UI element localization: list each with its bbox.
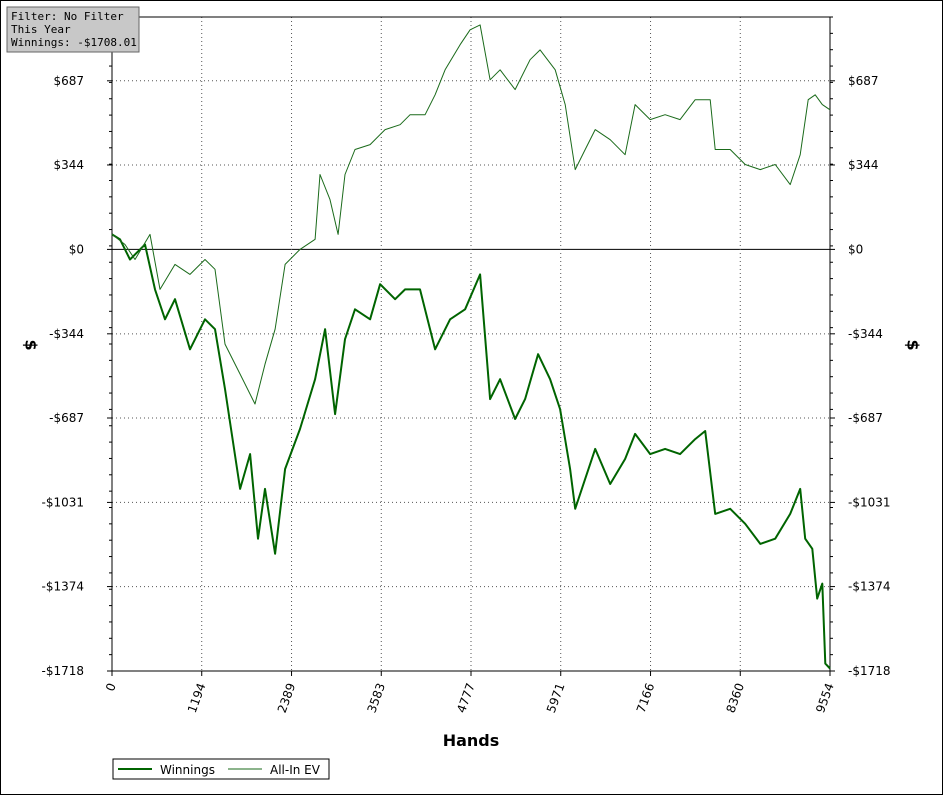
series-line [111, 24, 831, 405]
x-axis-title: Hands [443, 731, 500, 750]
y-tick-label: -$1031 [41, 495, 84, 509]
legend [112, 758, 330, 780]
info-text: Winnings: -$1708.01 [11, 36, 137, 49]
y-tick-label: -$687 [49, 411, 84, 425]
legend-items: Winnings All-In EV [118, 763, 321, 777]
x-tick-label: 0 [103, 681, 119, 693]
info-text: Filter: No Filter [11, 10, 124, 23]
series-line [111, 233, 831, 670]
y2-axis-title: $ [904, 339, 923, 350]
y2-tick-label: -$687 [848, 411, 883, 425]
y-tick-label: $687 [53, 74, 84, 88]
y-tick-label: -$1718 [41, 664, 84, 678]
plot-area: -$1718 -$1374 -$1031 -$687 -$344 $0 $344 $687 -$… [41, 16, 891, 715]
y2-tick-label: $344 [848, 158, 879, 172]
plot-border [111, 16, 831, 672]
legend-label: Winnings [160, 763, 215, 777]
y-tick-label: $344 [53, 158, 84, 172]
y-tick-label: -$1374 [41, 580, 84, 594]
y2-tick-label: $0 [848, 242, 863, 256]
y2-tick-label: -$344 [848, 327, 883, 341]
y2-tick-label: -$1374 [848, 580, 891, 594]
info-text: This Year [11, 23, 71, 36]
info-box [6, 6, 140, 53]
y2-tick-label: -$1718 [848, 664, 891, 678]
y-tick-label: $0 [69, 242, 84, 256]
y-axis-title: $ [22, 339, 41, 350]
y-tick-label: -$344 [49, 327, 84, 341]
y2-tick-label: $687 [848, 74, 879, 88]
y2-tick-label: -$1031 [848, 495, 891, 509]
legend-label: All-In EV [270, 763, 321, 777]
